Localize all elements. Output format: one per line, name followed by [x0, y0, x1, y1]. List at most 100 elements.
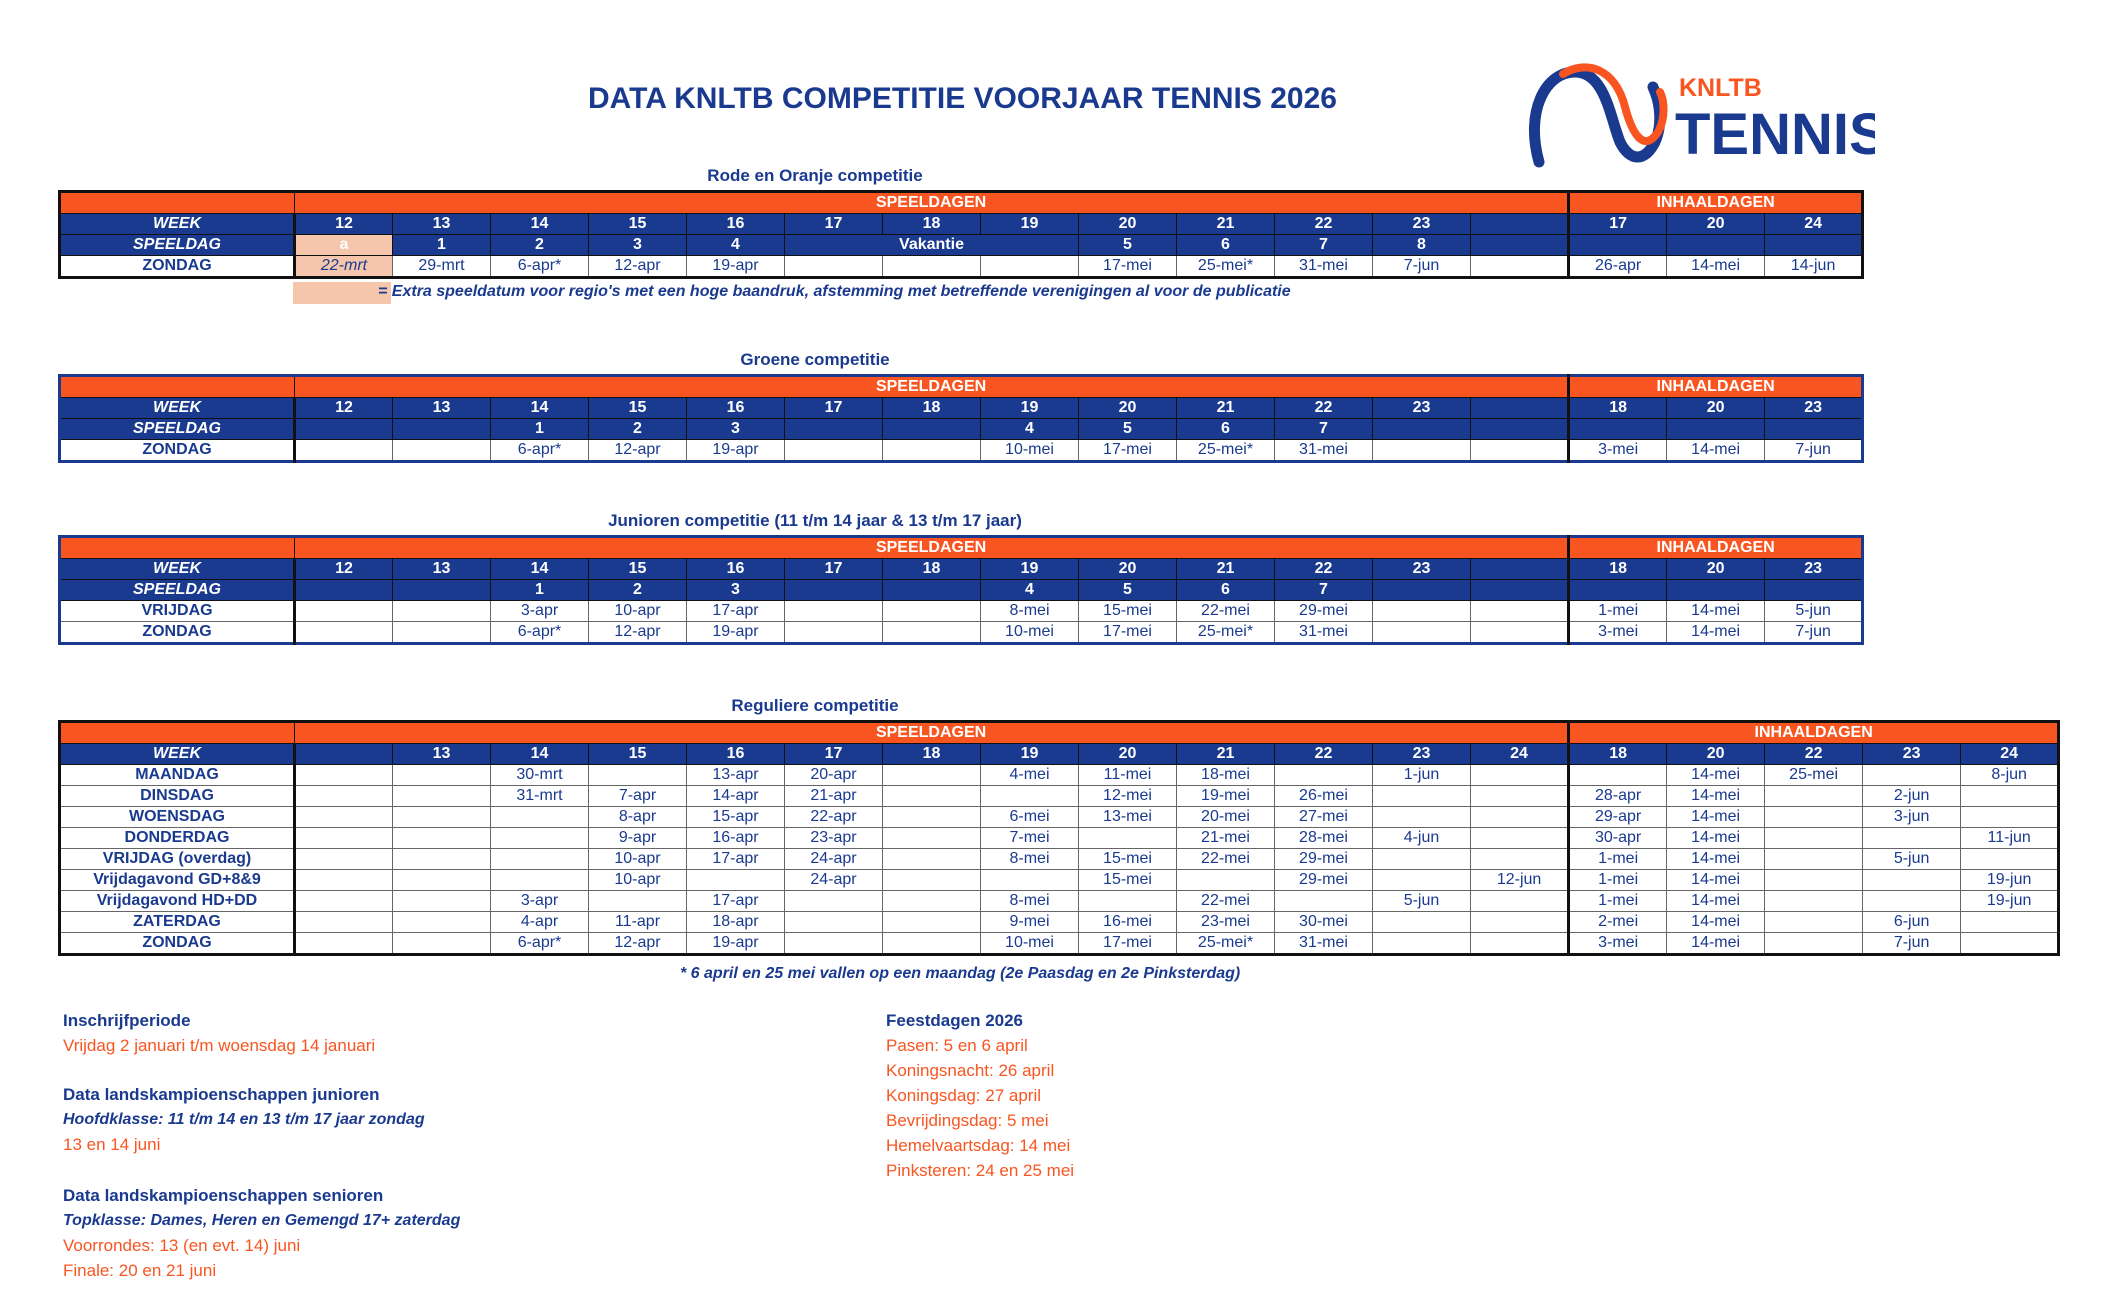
date-cell	[784, 439, 883, 462]
inhaal-date-cell: 14-jun	[1764, 255, 1864, 278]
date-cell: 10-apr	[588, 600, 687, 622]
inhaal-date-cell	[1960, 806, 2060, 828]
date-cell: 25-mei*	[1176, 932, 1275, 955]
date-cell: 24-apr	[784, 848, 883, 870]
inhaal-date-cell: 5-jun	[1764, 600, 1864, 622]
inhaal-date-cell	[1764, 932, 1864, 955]
date-cell	[294, 579, 393, 601]
date-cell: 23-apr	[784, 827, 883, 849]
date-cell: 19-apr	[686, 932, 785, 955]
date-cell: 10-mei	[980, 621, 1079, 644]
inhaal-date-cell: 14-mei	[1666, 890, 1766, 912]
speeldagen-header: SPEELDAGEN	[293, 536, 1570, 559]
inhaal-date-cell	[1764, 234, 1864, 256]
corner-cell	[59, 191, 295, 214]
row-label: ZATERDAG	[59, 911, 296, 933]
knltb-tennis-logo: KNLTB TENNIS	[1529, 63, 1875, 168]
date-cell: 4	[980, 418, 1079, 440]
date-cell	[784, 932, 883, 955]
date-cell	[1078, 827, 1177, 849]
corner-cell	[59, 721, 295, 744]
table-row: SPEELDAG 1 2 3 4 5 6 7	[59, 418, 1864, 440]
date-cell	[294, 600, 393, 622]
date-cell	[1469, 827, 1570, 849]
date-cell: 29-mrt	[392, 255, 491, 278]
inhaal-date-cell	[1764, 869, 1864, 891]
inhaal-date-cell	[1666, 418, 1766, 440]
date-cell: 27-mei	[1274, 806, 1373, 828]
inhaal-date-cell: 7-jun	[1764, 439, 1864, 462]
date-cell: 7	[1274, 234, 1373, 256]
week-cell	[1469, 213, 1570, 235]
competition-table: SPEELDAGEN INHAALDAGEN WEEK 12 13 14 15 16 17 18 1…	[58, 535, 1865, 645]
inhaal-date-cell: 14-mei	[1666, 869, 1766, 891]
date-cell	[1469, 848, 1570, 870]
week-cell: 15	[588, 397, 687, 419]
date-cell	[1469, 621, 1570, 644]
inhaal-date-cell: 14-mei	[1666, 806, 1766, 828]
feestdagen: Feestdagen 2026 Pasen: 5 en 6 april Koni…	[886, 1008, 1074, 1183]
row-label: ZONDAG	[59, 439, 296, 462]
inhaal-date-cell: 6-jun	[1862, 911, 1962, 933]
inhaal-date-cell	[1960, 848, 2060, 870]
inhaal-week-cell: 23	[1862, 743, 1962, 765]
feestdag-item: Pinksteren: 24 en 25 mei	[886, 1161, 1075, 1180]
week-cell: 18	[882, 558, 981, 580]
date-cell: 6-mei	[980, 806, 1079, 828]
date-cell	[784, 621, 883, 644]
date-cell: 9-mei	[980, 911, 1079, 933]
svg-text:TENNIS: TENNIS	[1675, 102, 1875, 167]
date-cell: 1	[490, 418, 589, 440]
inhaal-date-cell: 14-mei	[1666, 827, 1766, 849]
week-cell: 15	[588, 213, 687, 235]
date-cell: 29-mei	[1274, 848, 1373, 870]
week-cell: 21	[1176, 397, 1275, 419]
week-cell: 20	[1078, 558, 1177, 580]
competition-table: SPEELDAGEN INHAALDAGEN WEEK 13 14 15 16 17 18 19 2…	[58, 720, 2061, 956]
date-cell	[1372, 932, 1471, 955]
date-cell: 10-mei	[980, 932, 1079, 955]
extra-date-legend-note: = Extra speeldatum voor regio's met een …	[378, 283, 1291, 300]
table-row: ZONDAG 6-apr* 12-apr 19-apr 10-mei 17-mei 25-m…	[59, 439, 1864, 462]
date-cell: 17-apr	[686, 848, 785, 870]
competition-table: SPEELDAGEN INHAALDAGEN WEEK 12 13 14 15 16 17 18 1…	[58, 190, 1865, 279]
week-cell	[294, 743, 393, 765]
senioren-sub: Topklasse: Dames, Heren en Gemengd 17+ z…	[63, 1212, 461, 1229]
date-cell: 19-mei	[1176, 785, 1275, 807]
date-cell	[882, 621, 981, 644]
week-cell: 16	[686, 213, 785, 235]
date-cell	[1469, 600, 1570, 622]
date-cell: 8-mei	[980, 600, 1079, 622]
week-row: WEEK 12 13 14 15 16 17 18 19 20 21 22 23 17 20 24	[59, 213, 1864, 235]
junioren-heading: Data landskampioenschappen junioren	[63, 1085, 380, 1104]
date-cell: 12-apr	[588, 255, 687, 278]
table-row: Vrijdagavond HD+DD 3-apr 17-apr 8-mei 22-mei…	[59, 890, 2060, 912]
date-cell: 19-apr	[686, 255, 785, 278]
inhaal-date-cell: 14-mei	[1666, 439, 1766, 462]
row-label: DINSDAG	[59, 785, 296, 807]
feestdag-item: Koningsdag: 27 april	[886, 1086, 1042, 1105]
date-cell	[1274, 764, 1373, 786]
date-cell: 24-apr	[784, 869, 883, 891]
week-cell: 15	[588, 743, 687, 765]
date-cell	[294, 439, 393, 462]
date-cell	[784, 911, 883, 933]
date-cell	[1469, 932, 1570, 955]
section-header-row: SPEELDAGEN INHAALDAGEN	[59, 191, 1864, 214]
row-label: SPEELDAG	[59, 418, 296, 440]
date-cell: 19-apr	[686, 439, 785, 462]
date-cell: 15-mei	[1078, 600, 1177, 622]
inhaal-date-cell: 14-mei	[1666, 621, 1766, 644]
date-cell: 21-mei	[1176, 827, 1275, 849]
date-cell: 29-mei	[1274, 600, 1373, 622]
week-cell: 23	[1372, 558, 1471, 580]
junioren-text: 13 en 14 juni	[63, 1135, 161, 1154]
week-cell: 19	[980, 558, 1079, 580]
inhaal-date-cell: 14-mei	[1666, 911, 1766, 933]
inhaal-date-cell: 1-mei	[1567, 890, 1668, 912]
senioren-heading: Data landskampioenschappen senioren	[63, 1186, 384, 1205]
date-cell: 3-apr	[490, 600, 589, 622]
speeldagen-header: SPEELDAGEN	[293, 191, 1570, 214]
inschrijf-text: Vrijdag 2 januari t/m woensdag 14 januar…	[63, 1036, 376, 1055]
week-cell: 13	[392, 397, 491, 419]
